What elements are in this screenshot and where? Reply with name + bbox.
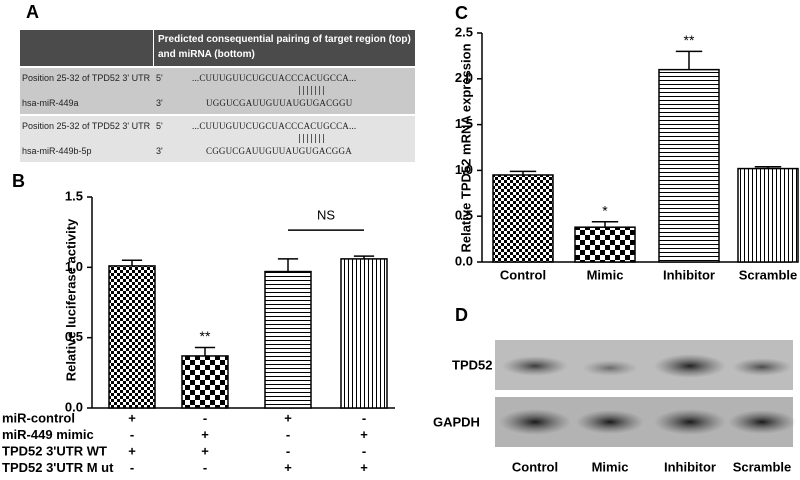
header-cell	[20, 30, 154, 66]
condition-mark: -	[286, 443, 290, 458]
header-text: Predicted consequential pairing of targe…	[158, 34, 411, 60]
lane-label: Control	[512, 459, 558, 474]
y-tick-label: 0.0	[455, 253, 473, 268]
condition-label: miR-449 mimic	[2, 427, 94, 442]
condition-label: TPD52 3'UTR WT	[2, 443, 107, 458]
bracket-label: NS	[317, 208, 335, 223]
condition-mark: -	[203, 460, 207, 475]
mirna-sequence: UGGUCGAUUGUUAUGUGACGGU	[206, 98, 353, 108]
condition-mark: -	[286, 427, 290, 442]
condition-mark: -	[362, 410, 366, 425]
condition-mark: +	[128, 443, 136, 458]
bar	[181, 355, 229, 409]
strand: 3'	[156, 98, 163, 108]
condition-label: TPD52 3'UTR M ut	[2, 460, 114, 475]
condition-mark: -	[130, 460, 134, 475]
lane-label: Inhibitor	[664, 459, 716, 474]
y-axis-title: Relative luciferase activity	[63, 218, 78, 381]
x-tick-label: Inhibitor	[663, 267, 715, 282]
panel-label: B	[12, 171, 25, 191]
x-tick-label: Control	[500, 267, 546, 282]
bar	[340, 258, 388, 409]
condition-mark: +	[128, 410, 136, 425]
mirna-label: hsa-miR-449a	[22, 98, 79, 108]
mirna-sequence: CGGUCGAUUGUUAUGUGACGGA	[206, 146, 352, 156]
condition-mark: +	[360, 427, 368, 442]
condition-mark: -	[130, 427, 134, 442]
mirna-label: hsa-miR-449b-5p	[22, 146, 92, 156]
y-tick-label: 0.5	[455, 208, 473, 223]
significance: **	[684, 32, 695, 48]
significance: **	[200, 328, 211, 344]
sequence-table: Predicted consequential pairing of targe…	[20, 30, 415, 162]
condition-mark: -	[362, 443, 366, 458]
bar	[658, 68, 720, 263]
y-tick-label: 1.5	[455, 116, 473, 131]
condition-mark: -	[203, 410, 207, 425]
y-tick-label: 0.5	[65, 329, 83, 344]
panel-label: D	[455, 305, 468, 325]
x-tick-label: Mimic	[587, 267, 624, 282]
target-sequence: ...CUUUGUUCUGCUACCCACUGCCA...	[192, 73, 357, 83]
lane-label: Mimic	[592, 459, 629, 474]
y-tick-label: 2.5	[455, 24, 473, 39]
x-tick-label: Scramble	[739, 267, 798, 282]
bar	[737, 167, 799, 263]
blot-row-label: TPD52	[452, 357, 492, 372]
significance: *	[602, 202, 608, 218]
blot-bands	[499, 354, 796, 435]
bar	[264, 270, 312, 409]
panel-label: C	[455, 3, 468, 23]
target-label: Position 25-32 of TPD52 3' UTR	[22, 121, 151, 131]
strand: 5'	[156, 121, 163, 131]
y-axis-title: Relative TPD52 mRNA expression	[458, 43, 473, 252]
bar	[108, 265, 156, 409]
condition-mark: +	[360, 460, 368, 475]
y-tick-label: 1.0	[455, 162, 473, 177]
table-row: Position 25-32 of TPD52 3' UTR 5' ...CUUUG…	[20, 116, 415, 162]
panel-label: A	[26, 2, 39, 22]
y-tick-label: 0.0	[65, 399, 83, 414]
bar	[492, 174, 554, 263]
y-tick-label: 2.0	[455, 70, 473, 85]
target-label: Position 25-32 of TPD52 3' UTR	[22, 73, 151, 83]
y-tick-label: 1.0	[65, 259, 83, 274]
condition-mark: +	[201, 443, 209, 458]
table-header: Predicted consequential pairing of targe…	[20, 30, 415, 66]
table-row: Position 25-32 of TPD52 3' UTR 5' ...CUUUG…	[20, 68, 415, 114]
condition-mark: +	[284, 410, 292, 425]
blot-row-label: GAPDH	[433, 414, 480, 429]
pairing-lines	[299, 86, 325, 95]
y-tick-label: 1.5	[65, 188, 83, 203]
bar	[574, 226, 636, 263]
strand: 5'	[156, 73, 163, 83]
condition-mark: +	[201, 427, 209, 442]
strand: 3'	[156, 146, 163, 156]
target-sequence: ...CUUUGUUCUGCUACCCACUGCCA...	[192, 121, 357, 131]
pairing-lines	[299, 134, 325, 143]
condition-label: miR-control	[2, 410, 75, 425]
lane-label: Scramble	[733, 459, 792, 474]
condition-mark: +	[284, 460, 292, 475]
